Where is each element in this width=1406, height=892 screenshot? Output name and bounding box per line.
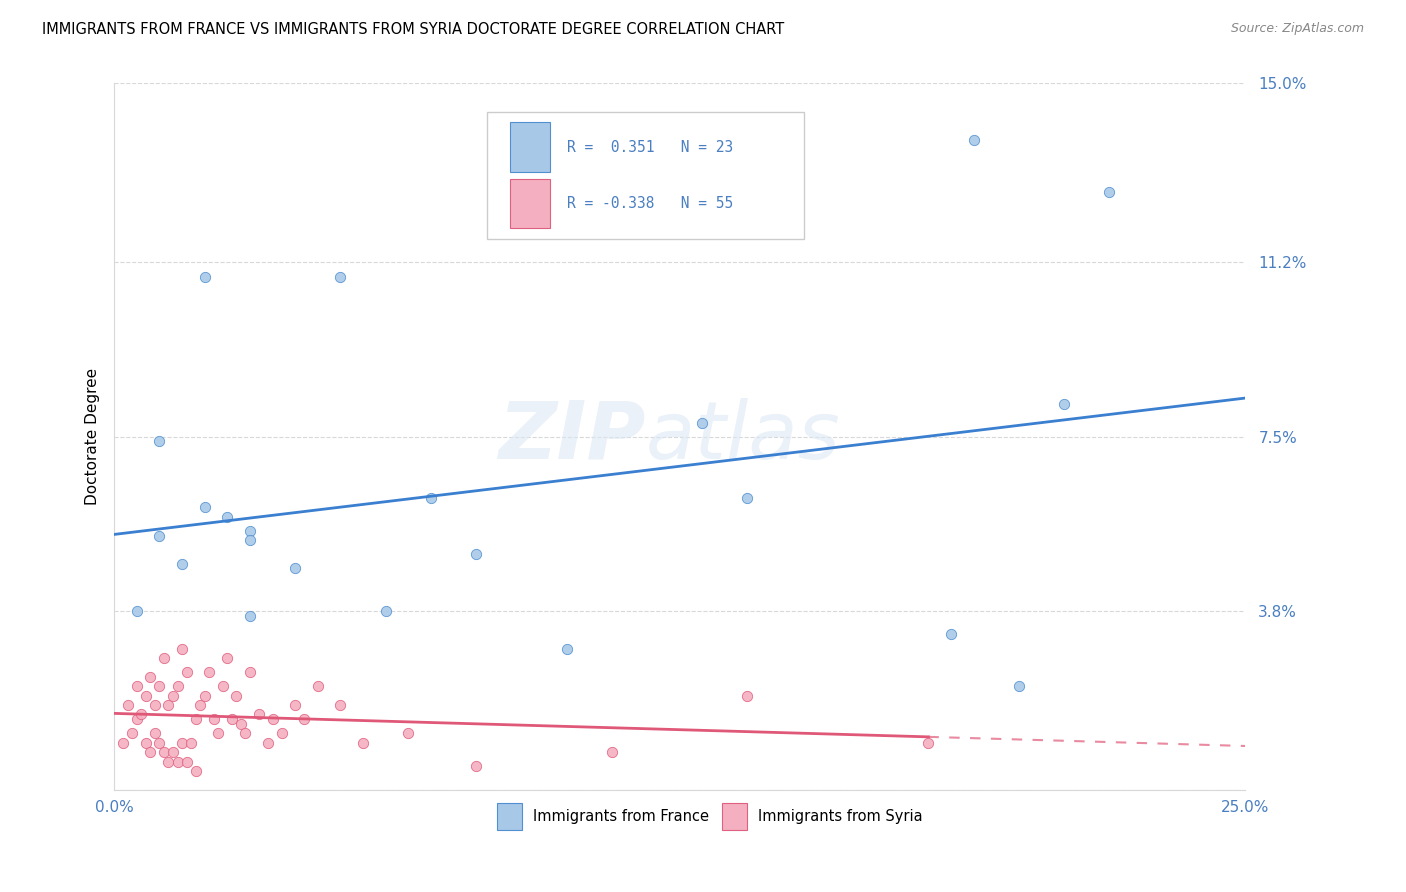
Point xyxy=(157,755,180,769)
Point xyxy=(176,665,198,679)
Point xyxy=(194,269,217,284)
Point xyxy=(184,712,207,726)
Point xyxy=(307,679,329,693)
Point xyxy=(143,698,166,712)
Point xyxy=(211,679,233,693)
Point xyxy=(162,689,184,703)
Point xyxy=(202,712,225,726)
Point xyxy=(329,698,352,712)
Point xyxy=(737,491,759,505)
Point xyxy=(170,736,193,750)
Point xyxy=(225,689,247,703)
Point xyxy=(239,665,262,679)
Point xyxy=(292,712,315,726)
Point xyxy=(270,726,292,740)
FancyBboxPatch shape xyxy=(510,122,550,172)
Point xyxy=(112,736,135,750)
Point xyxy=(229,717,252,731)
Text: ZIP: ZIP xyxy=(498,398,645,475)
Y-axis label: Doctorate Degree: Doctorate Degree xyxy=(86,368,100,505)
Point xyxy=(166,755,188,769)
Point xyxy=(117,698,139,712)
Point xyxy=(917,736,939,750)
Point xyxy=(135,689,157,703)
Point xyxy=(170,557,193,571)
Point xyxy=(284,561,307,575)
Text: Source: ZipAtlas.com: Source: ZipAtlas.com xyxy=(1230,22,1364,36)
Point xyxy=(239,524,262,538)
Point xyxy=(139,745,162,759)
Point xyxy=(139,670,162,684)
Point xyxy=(198,665,221,679)
Point xyxy=(419,491,441,505)
Point xyxy=(221,712,243,726)
Point xyxy=(284,698,307,712)
Point xyxy=(153,745,176,759)
Point xyxy=(257,736,280,750)
Point xyxy=(737,689,759,703)
Point xyxy=(465,547,488,561)
Text: Immigrants from France: Immigrants from France xyxy=(533,809,710,824)
Point xyxy=(166,679,188,693)
Text: R = -0.338   N = 55: R = -0.338 N = 55 xyxy=(567,196,733,211)
Point xyxy=(396,726,419,740)
Point xyxy=(135,736,157,750)
Point xyxy=(162,745,184,759)
Point xyxy=(157,698,180,712)
Point xyxy=(188,698,211,712)
Text: atlas: atlas xyxy=(645,398,841,475)
Point xyxy=(176,755,198,769)
Point xyxy=(329,269,352,284)
Point xyxy=(148,528,170,542)
Point xyxy=(374,604,396,618)
Text: IMMIGRANTS FROM FRANCE VS IMMIGRANTS FROM SYRIA DOCTORATE DEGREE CORRELATION CHA: IMMIGRANTS FROM FRANCE VS IMMIGRANTS FRO… xyxy=(42,22,785,37)
Point xyxy=(690,416,713,430)
Point xyxy=(180,736,202,750)
Point xyxy=(1053,397,1076,411)
Point xyxy=(148,736,170,750)
Point xyxy=(555,641,578,656)
Point xyxy=(1008,679,1031,693)
Point xyxy=(153,651,176,665)
Text: R =  0.351   N = 23: R = 0.351 N = 23 xyxy=(567,139,733,154)
Point xyxy=(121,726,143,740)
Point xyxy=(125,712,148,726)
Point xyxy=(235,726,257,740)
Point xyxy=(125,604,148,618)
Point xyxy=(247,707,270,722)
Point xyxy=(939,627,962,641)
Point xyxy=(131,707,153,722)
Point xyxy=(148,679,170,693)
Point xyxy=(184,764,207,778)
Point xyxy=(148,434,170,449)
FancyBboxPatch shape xyxy=(488,112,804,239)
Point xyxy=(600,745,623,759)
Point xyxy=(217,509,239,524)
Point xyxy=(262,712,284,726)
Point xyxy=(194,500,217,515)
Point xyxy=(170,641,193,656)
Text: Immigrants from Syria: Immigrants from Syria xyxy=(758,809,922,824)
Point xyxy=(239,533,262,548)
Point xyxy=(239,608,262,623)
Point xyxy=(963,133,986,147)
Point xyxy=(207,726,229,740)
Point xyxy=(194,689,217,703)
Point xyxy=(465,759,488,773)
Point xyxy=(143,726,166,740)
Point xyxy=(217,651,239,665)
Point xyxy=(352,736,374,750)
Point xyxy=(1098,185,1121,199)
FancyBboxPatch shape xyxy=(510,178,550,228)
Point xyxy=(125,679,148,693)
